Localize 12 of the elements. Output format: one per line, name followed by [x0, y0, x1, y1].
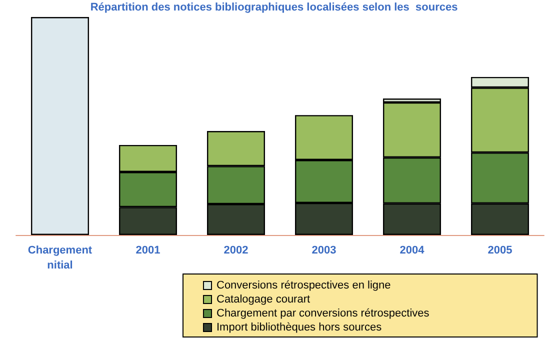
legend-label: Conversions rétrospectives en ligne — [216, 280, 391, 292]
x-tick-label: 2004 — [400, 244, 426, 256]
x-tick-label: 2005 — [488, 244, 512, 256]
bar — [31, 17, 89, 235]
legend-label: Catalogage courart — [216, 294, 310, 306]
x-tick-label: 2002 — [224, 244, 248, 256]
chart-title: Répartition des notices bibliographiques localisées selon les sources — [90, 2, 458, 14]
x-tick-label: Chargement nitial — [28, 244, 92, 272]
x-tick-label: 2003 — [312, 244, 336, 256]
legend-label: Import bibliothèques hors sources — [216, 322, 382, 334]
x-tick-label: 2001 — [136, 244, 160, 256]
legend-label: Chargement par conversions rétrospectives — [216, 308, 430, 320]
